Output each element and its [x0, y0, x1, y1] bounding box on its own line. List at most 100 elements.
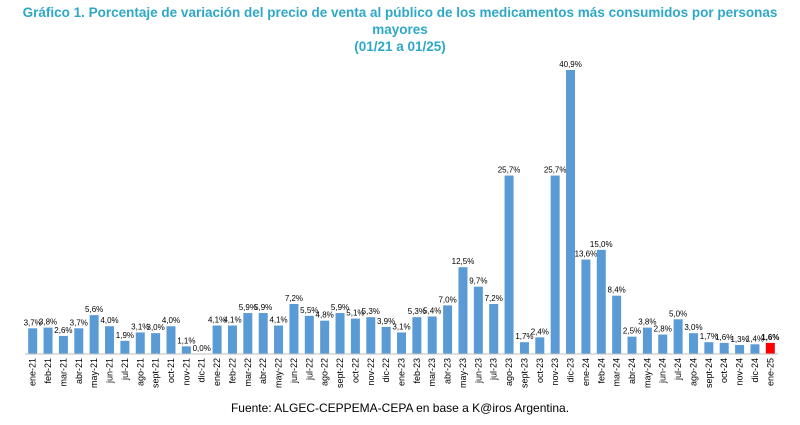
- bar-dic-23: [566, 70, 576, 354]
- x-tick-label-dic-21: dic-21: [197, 358, 207, 383]
- x-tick-label-feb-24: feb-24: [596, 358, 606, 384]
- data-label-nov-21: 1,1%: [177, 336, 195, 345]
- data-label-ene-23: 3,1%: [392, 322, 410, 331]
- chart-title: Gráfico 1. Porcentaje de variación del p…: [0, 4, 800, 55]
- data-label-may-22: 4,1%: [269, 316, 287, 325]
- bar-jul-24: [673, 319, 683, 354]
- bar-feb-23: [412, 317, 422, 354]
- bar-nov-21: [181, 346, 191, 354]
- x-tick-label-jun-21: jun-21: [105, 358, 115, 384]
- x-tick-label-abr-24: abr-24: [627, 358, 637, 384]
- x-tick-label-jun-23: jun-23: [473, 358, 483, 384]
- data-label-jun-24: 2,8%: [654, 325, 672, 334]
- data-label-nov-22: 5,3%: [362, 307, 380, 316]
- x-tick-label-ene-22: ene-22: [212, 358, 222, 386]
- data-label-ene-25: 1,6%: [761, 333, 779, 342]
- bar-nov-23: [550, 175, 560, 354]
- bar-may-21: [89, 315, 99, 354]
- data-label-abr-23: 7,0%: [438, 295, 456, 304]
- data-label-sept-22: 5,9%: [331, 303, 349, 312]
- data-label-mar-22: 5,9%: [239, 303, 257, 312]
- bar-dic-22: [381, 326, 391, 354]
- data-label-ago-23: 25,7%: [498, 166, 521, 175]
- x-tick-label-feb-23: feb-23: [412, 358, 422, 384]
- data-label-oct-21: 4,0%: [162, 316, 180, 325]
- data-label-may-24: 3,8%: [638, 318, 656, 327]
- bar-jun-23: [473, 286, 483, 354]
- x-tick-label-ene-25: ene-25: [765, 358, 775, 386]
- data-label-jul-24: 5,0%: [669, 309, 687, 318]
- x-tick-label-ago-24: ago-24: [688, 358, 698, 386]
- bar-ene-23: [397, 332, 406, 354]
- bar-ene-25: [765, 342, 775, 354]
- bar-ago-22: [320, 320, 330, 354]
- bar-jul-22: [304, 315, 314, 354]
- bar-ene-21: [28, 328, 38, 354]
- data-label-jun-22: 7,2%: [285, 294, 303, 303]
- bar-sept-22: [335, 313, 345, 354]
- data-label-oct-24: 1,6%: [715, 333, 733, 342]
- bar-feb-21: [43, 327, 53, 354]
- x-tick-label-jun-24: jun-24: [658, 358, 668, 384]
- source-note: Fuente: ALGEC-CEPPEMA-CEPA en base a K@i…: [230, 401, 570, 415]
- bar-feb-24: [596, 249, 606, 354]
- x-tick-label-oct-21: oct-21: [166, 358, 176, 383]
- data-label-ene-24: 13,6%: [575, 250, 598, 259]
- x-tick-label-nov-23: nov-23: [550, 358, 560, 386]
- bar-mar-21: [58, 335, 68, 354]
- x-tick-label-may-23: may-23: [458, 358, 468, 388]
- data-label-ago-22: 4,8%: [316, 311, 334, 320]
- bar-may-23: [458, 267, 468, 354]
- bar-jul-23: [489, 304, 499, 354]
- bar-abr-21: [74, 328, 84, 354]
- bar-jun-22: [289, 304, 299, 354]
- x-tick-label-mar-24: mar-24: [612, 358, 622, 387]
- x-tick-label-ene-24: ene-24: [581, 358, 591, 386]
- x-tick-label-abr-23: abr-23: [443, 358, 453, 384]
- data-label-jun-21: 4,0%: [100, 316, 118, 325]
- x-tick-label-ene-23: ene-23: [397, 358, 407, 386]
- x-tick-label-nov-24: nov-24: [735, 358, 745, 386]
- bar-ene-24: [581, 259, 591, 354]
- x-tick-label-dic-23: dic-23: [566, 358, 576, 383]
- bar-jul-21: [120, 340, 130, 354]
- bar-oct-21: [166, 326, 176, 354]
- data-label-feb-22: 4,1%: [223, 316, 241, 325]
- data-label-sept-24: 1,7%: [700, 332, 718, 341]
- data-label-may-21: 5,6%: [85, 305, 103, 314]
- data-label-dic-21: 0,0%: [193, 344, 211, 353]
- bar-may-24: [642, 327, 652, 354]
- x-tick-label-nov-22: nov-22: [366, 358, 376, 386]
- x-tick-label-mar-22: mar-22: [243, 358, 253, 387]
- bar-ago-24: [688, 333, 698, 354]
- data-label-nov-23: 25,7%: [544, 166, 567, 175]
- chart-title-line2: (01/21 a 01/25): [354, 39, 446, 54]
- bar-abr-23: [443, 305, 453, 354]
- data-label-abr-24: 2,5%: [623, 327, 641, 336]
- bar-may-22: [274, 325, 284, 354]
- bar-nov-22: [366, 317, 376, 354]
- x-tick-label-dic-24: dic-24: [750, 358, 760, 383]
- x-tick-label-abr-22: abr-22: [258, 358, 268, 384]
- x-tick-label-ago-21: ago-21: [135, 358, 145, 386]
- data-label-mar-23: 5,4%: [423, 307, 441, 316]
- bar-abr-24: [627, 336, 637, 354]
- bar-sept-21: [151, 333, 161, 354]
- x-tick-label-sept-21: sept-21: [151, 358, 161, 388]
- data-label-abr-21: 3,7%: [70, 318, 88, 327]
- data-label-feb-21: 3,8%: [39, 318, 57, 327]
- x-tick-label-feb-21: feb-21: [43, 358, 53, 384]
- data-label-ago-21: 3,1%: [131, 322, 149, 331]
- bar-feb-22: [227, 325, 237, 354]
- x-tick-label-oct-24: oct-24: [719, 358, 729, 383]
- bar-sept-24: [704, 342, 714, 354]
- data-label-nov-24: 1,3%: [730, 335, 748, 344]
- data-label-feb-24: 15,0%: [590, 240, 613, 249]
- data-label-dic-22: 3,9%: [377, 317, 395, 326]
- bar-dic-24: [750, 344, 760, 354]
- x-tick-label-may-24: may-24: [642, 358, 652, 388]
- bar-mar-22: [243, 313, 253, 354]
- chart-title-line1: Gráfico 1. Porcentaje de variación del p…: [22, 5, 778, 37]
- data-label-mar-21: 2,6%: [54, 326, 72, 335]
